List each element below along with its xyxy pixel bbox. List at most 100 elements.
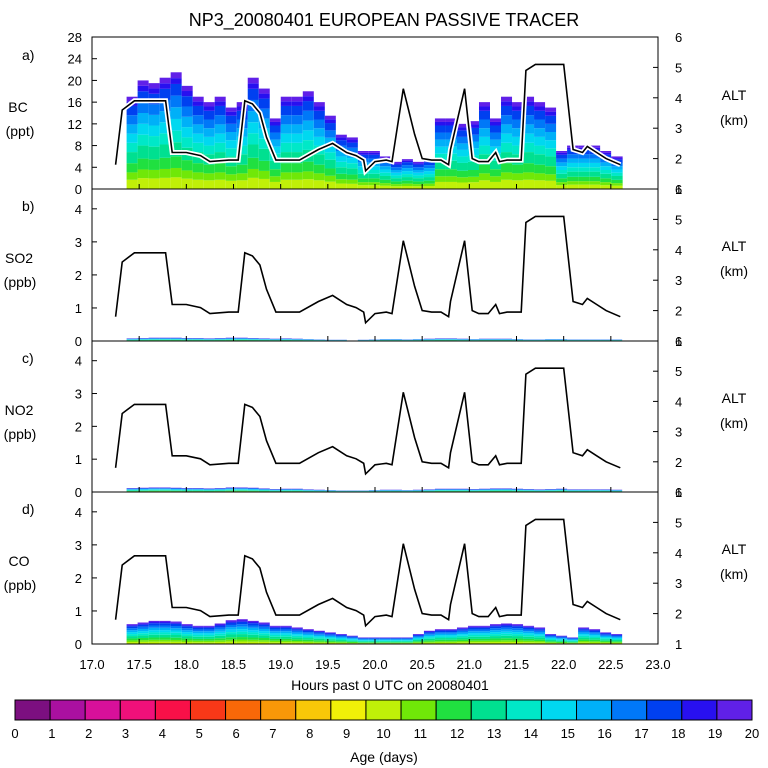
age-layer-bar [578, 639, 590, 642]
age-layer-bar [203, 634, 215, 637]
age-layer-bar [512, 628, 524, 631]
alt-label: ALT [722, 541, 747, 557]
age-layer-bar [225, 148, 237, 157]
age-layer-bar [401, 174, 413, 178]
age-layer-bar [137, 123, 149, 135]
age-layer-bar [335, 134, 347, 138]
age-layer-bar [512, 145, 524, 155]
age-layer-bar [181, 178, 193, 189]
age-layer-bar [302, 171, 314, 180]
age-layer-bar [346, 639, 358, 641]
alt-tick-label: 3 [675, 576, 682, 591]
age-layer-bar [137, 640, 149, 642]
age-layer-bar [600, 638, 612, 640]
age-layer-bar [269, 132, 281, 140]
age-layer-bar [412, 639, 424, 641]
alt-tick-label: 2 [675, 304, 682, 319]
age-layer-bar [501, 96, 513, 102]
age-layer-bar [567, 638, 579, 640]
age-layer-bar [291, 635, 303, 638]
age-layer-bar [600, 634, 612, 636]
age-layer-bar [203, 128, 215, 137]
age-layer-bar [423, 640, 435, 642]
age-layer-bar [126, 640, 138, 643]
age-layer-bar [534, 173, 546, 181]
age-layer-bar [501, 629, 513, 632]
age-layer-bar [214, 623, 226, 625]
age-layer-bar [148, 623, 160, 626]
age-layer-bar [622, 179, 623, 184]
age-layer-bar [335, 635, 347, 637]
age-layer-bar [589, 632, 601, 634]
age-layer-bar [269, 631, 281, 634]
colorbar-tick-label: 18 [671, 726, 685, 741]
species-label: SO2 [5, 250, 33, 266]
age-layer-bar [478, 625, 490, 627]
age-layer-bar [578, 641, 590, 643]
age-layer-bar [456, 170, 468, 178]
age-layer-bar [291, 179, 303, 189]
age-layer-bar [357, 642, 369, 644]
age-layer-bar [181, 636, 193, 639]
age-layer-bar [335, 636, 347, 638]
age-layer-bar [501, 163, 513, 173]
age-layer-bar [611, 642, 623, 644]
age-layer-bar [126, 628, 138, 631]
altitude-line [114, 63, 621, 173]
age-layer-bar [412, 178, 424, 182]
age-layer-bar [445, 629, 457, 630]
colorbar-tick-label: 3 [122, 726, 129, 741]
age-layer-bar [556, 178, 568, 183]
age-layer-bar [423, 168, 435, 172]
age-layer-bar [324, 159, 336, 169]
age-layer-bar [148, 146, 160, 160]
age-layer-bar [346, 637, 358, 639]
age-layer-bar [214, 142, 226, 153]
age-layer-bar [346, 641, 358, 643]
age-layer-bar [556, 639, 568, 641]
age-layer-bar [545, 156, 557, 167]
age-layer-bar [203, 636, 215, 639]
age-layer-bar [401, 171, 413, 175]
age-layer-bar [126, 142, 138, 153]
age-layer-bar [368, 642, 380, 643]
age-layer-bar [490, 181, 502, 189]
age-layer-bar [291, 632, 303, 635]
age-layer-bar [170, 639, 182, 642]
age-layer-bar [567, 638, 579, 639]
age-layer-bar [346, 179, 358, 184]
age-layer-bar [434, 181, 446, 189]
age-layer-bar [137, 622, 149, 624]
age-layer-bar [324, 635, 336, 638]
age-layer-bar [589, 184, 601, 189]
age-layer-bar [379, 642, 391, 644]
age-layer-bar [445, 642, 457, 644]
age-layer-bar [335, 173, 347, 180]
alt-tick-label: 5 [675, 60, 682, 75]
age-layer-bar [269, 181, 281, 189]
age-layer-bar [456, 642, 468, 644]
colorbar-tick-label: 12 [450, 726, 464, 741]
age-layer-bar [478, 629, 490, 632]
age-layer-bar [412, 184, 424, 187]
unit-label: (ppb) [4, 426, 37, 442]
x-tick-label: 19.5 [315, 657, 340, 672]
age-layer-bar [534, 145, 546, 155]
age-layer-bar [412, 634, 424, 636]
age-layer-bar [148, 637, 160, 640]
age-layer-bar [324, 137, 336, 146]
alt-tick-label: 6 [675, 30, 682, 45]
age-layer-bar [534, 632, 546, 635]
age-layer-bar [247, 157, 259, 169]
age-layer-bar [137, 635, 149, 638]
age-layer-bar [335, 161, 347, 168]
age-layer-bar [434, 641, 446, 643]
age-layer-bar [236, 173, 248, 181]
age-layer-bar [126, 96, 138, 102]
age-layer-bar [412, 640, 424, 642]
age-layer-bar [501, 640, 513, 642]
age-layer-bar [181, 632, 193, 635]
age-layer-bar [269, 121, 281, 126]
age-layer-bar [423, 634, 435, 637]
